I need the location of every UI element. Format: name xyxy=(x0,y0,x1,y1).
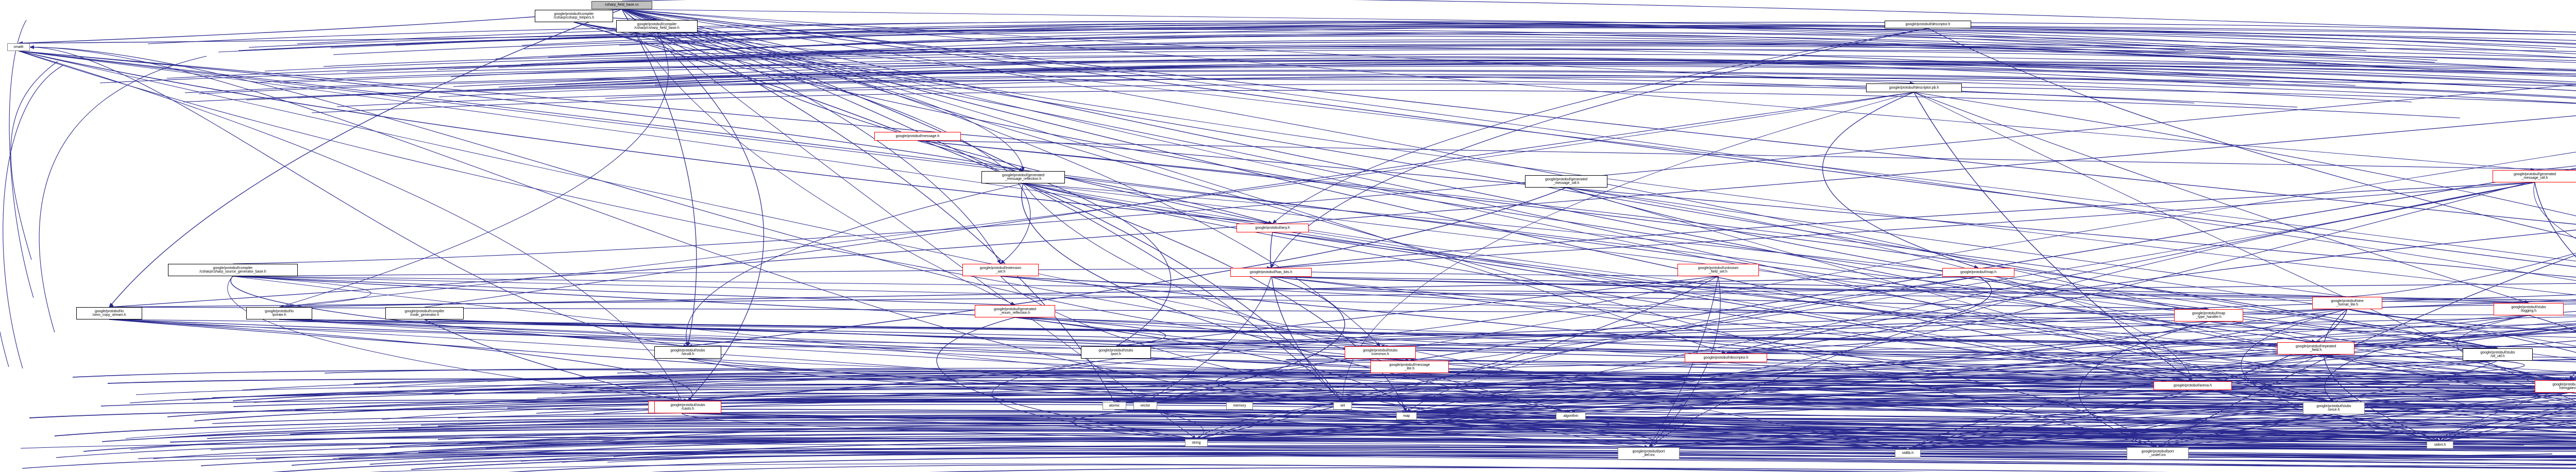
graph-node[interactable]: algorithm xyxy=(1556,412,1586,420)
node-label: google/protobuf/message.h xyxy=(895,134,940,138)
node-label: google/protobuf/stubs /stl_util.h xyxy=(2480,350,2515,358)
graph-node[interactable]: google/protobuf/generated _message_util.… xyxy=(1525,175,1607,188)
graph-node[interactable]: google/protobuf/stubs /stl_util.h xyxy=(2463,348,2533,361)
graph-node[interactable]: google/protobuf/compiler /code_generator… xyxy=(385,307,464,319)
graph-node[interactable]: google/protobuf/stubs /common.h xyxy=(1345,346,1416,359)
graph-node[interactable]: google/protobuf/descriptor.pb.h xyxy=(1866,83,1962,92)
graph-node[interactable]: string xyxy=(1185,439,1208,447)
node-label: google/protobuf/port _def.inc xyxy=(1632,449,1665,457)
node-label: memory xyxy=(1233,403,1246,408)
graph-node[interactable]: google/protobuf/extension _set.h xyxy=(962,264,1039,276)
graph-node[interactable]: google/protobuf/repeated _field.h xyxy=(2277,342,2354,355)
graph-node[interactable]: google/protobuf/io /zero_copy_stream.h xyxy=(76,307,142,319)
graph-node[interactable]: google/protobuf/has_bits.h xyxy=(1230,268,1312,277)
node-label: google/protobuf/repeated _field.h xyxy=(2295,344,2336,352)
graph-node[interactable]: google/protobuf/port _def.inc xyxy=(1618,447,1680,460)
node-label: google/protobuf/map.h xyxy=(1960,270,1997,274)
node-label: google/protobuf/compiler /csharp/csharp_… xyxy=(553,12,595,20)
graph-node[interactable]: google/protobuf/io /printer.h xyxy=(246,307,312,319)
node-label: google/protobuf/message _lite.h xyxy=(1389,363,1430,370)
node-label: google/protobuf/stubs /casts.h xyxy=(670,403,705,411)
graph-node[interactable]: google/protobuf/any.h xyxy=(1236,224,1309,232)
node-label: map xyxy=(1403,414,1410,418)
node-label: google/protobuf/stubs /once.h xyxy=(2316,404,2351,412)
node-label: vector xyxy=(1140,403,1150,408)
graph-node[interactable]: google/protobuf/compiler /csharp/csharp_… xyxy=(616,20,698,32)
graph-node[interactable]: memory xyxy=(1226,402,1253,410)
node-label: google/protobuf/port _undef.inc xyxy=(2141,449,2174,457)
graph-node[interactable]: google/protobuf/compiler /csharp/csharp_… xyxy=(535,10,613,22)
node-label: google/protobuf/has_bits.h xyxy=(1249,270,1293,274)
graph-node[interactable]: google/protobuf/stubs /once.h xyxy=(2303,402,2365,414)
graph-node[interactable]: vector xyxy=(1133,402,1157,410)
node-label: google/protobuf/stubs /strutil.h xyxy=(670,348,705,356)
node-label: set xyxy=(1340,403,1345,408)
node-label: atomic xyxy=(1109,403,1120,408)
graph-node[interactable]: google/protobuf/generated _message_util.… xyxy=(2493,170,2576,182)
node-label: google/protobuf/descriptor.pb.h xyxy=(1889,86,1939,90)
node-label: google/protobuf/stubs /common.h xyxy=(1363,348,1398,356)
graph-node[interactable]: stdint.h xyxy=(2427,441,2453,449)
graph-node[interactable]: google/protobuf/map _type_handler.h xyxy=(2174,309,2243,322)
node-label: google/protobuf/generated _message_util.… xyxy=(1545,177,1588,185)
node-label: google/protobuf/io /zero_copy_stream.h xyxy=(92,309,126,317)
node-label: cmath xyxy=(13,45,24,49)
graph-node[interactable]: google/protobuf/compiler /csharp/csharp_… xyxy=(168,264,298,276)
node-label: google/protobuf/stubs /stringpiece.h xyxy=(2552,382,2576,390)
graph-node[interactable]: google/protobuf/generated _enum_reflecti… xyxy=(975,305,1055,317)
graph-node[interactable]: stdlib.h xyxy=(1895,449,1921,458)
graph-node[interactable]: google/protobuf/wire _format_lite.h xyxy=(2312,297,2382,309)
graph-node[interactable]: google/protobuf/descriptor.h xyxy=(1685,353,1767,362)
node-label: google/protobuf/stubs /logging.h xyxy=(2511,305,2546,313)
node-label: google/protobuf/descriptor.h xyxy=(1905,22,1951,26)
node-label: google/protobuf/compiler /csharp/csharp_… xyxy=(199,266,266,274)
graph-node[interactable]: google/protobuf/stubs /logging.h xyxy=(2494,303,2564,315)
graph-node[interactable]: google/protobuf/unknown _field_set.h xyxy=(1677,264,1759,276)
node-label: google/protobuf/any.h xyxy=(1255,226,1290,230)
graph-node[interactable]: set xyxy=(1333,402,1352,410)
graph-node[interactable]: google/protobuf/stubs /strutil.h xyxy=(654,346,721,359)
node-label: google/protobuf/wire _format_lite.h xyxy=(2331,299,2364,307)
node-label: algorithm xyxy=(1563,414,1579,418)
graph-node[interactable]: google/protobuf/descriptor.h xyxy=(1885,21,1971,28)
node-label: google/protobuf/descriptor.h xyxy=(1703,356,1749,360)
node-label: google/protobuf/generated _enum_reflecti… xyxy=(993,307,1037,315)
graph-node[interactable]: google/protobuf/message.h xyxy=(874,132,961,141)
graph-node[interactable]: google/protobuf/message _lite.h xyxy=(1370,361,1449,373)
node-label: google/protobuf/extension _set.h xyxy=(979,266,1022,274)
graph-node[interactable]: google/protobuf/generated _message_refle… xyxy=(981,171,1065,183)
graph-node[interactable]: google/protobuf/arena.h xyxy=(2154,381,2232,390)
graph-node[interactable]: atomic xyxy=(1103,402,1126,410)
graph-node[interactable]: google/protobuf/port _undef.inc xyxy=(2127,447,2189,460)
node-label: string xyxy=(1192,441,1201,445)
node-label: google/protobuf/compiler /csharp/csharp_… xyxy=(634,22,680,30)
node-label: csharp_field_base.cc xyxy=(605,3,639,7)
node-label: stdint.h xyxy=(2434,443,2446,447)
graph-node[interactable]: google/protobuf/stubs /stringpiece.h xyxy=(2535,380,2576,393)
graph-root-node[interactable]: csharp_field_base.cc xyxy=(591,1,652,9)
graph-node[interactable]: cmath xyxy=(7,43,30,51)
node-label: google/protobuf/generated _message_refle… xyxy=(1002,173,1045,181)
node-label: google/protobuf/generated _message_util.… xyxy=(2513,172,2556,180)
node-label: google/protobuf/stubs /port.h xyxy=(1098,348,1133,356)
graph-node[interactable]: map xyxy=(1396,412,1417,420)
node-label: google/protobuf/map _type_handler.h xyxy=(2192,311,2226,319)
node-label: stdlib.h xyxy=(1902,451,1914,456)
node-label: google/protobuf/unknown _field_set.h xyxy=(1698,266,1739,274)
graph-node[interactable]: google/protobuf/map.h xyxy=(1942,268,2014,277)
graph-node[interactable]: google/protobuf/stubs /casts.h xyxy=(654,401,721,413)
node-label: google/protobuf/io /printer.h xyxy=(264,309,294,317)
node-label: google/protobuf/compiler /code_generator… xyxy=(404,309,445,317)
node-label: google/protobuf/arena.h xyxy=(2173,383,2212,387)
graph-node[interactable]: google/protobuf/stubs /port.h xyxy=(1081,346,1151,359)
